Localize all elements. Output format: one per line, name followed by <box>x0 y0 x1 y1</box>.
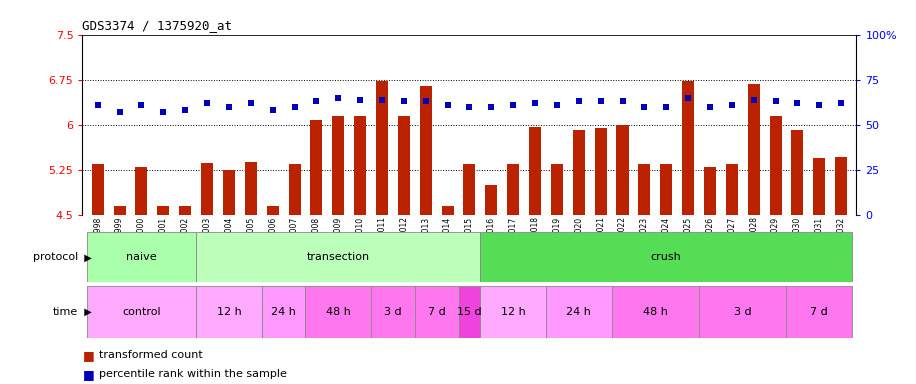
Text: GDS3374 / 1375920_at: GDS3374 / 1375920_at <box>82 19 233 32</box>
Bar <box>136 167 147 215</box>
Bar <box>594 128 606 215</box>
Bar <box>463 164 475 215</box>
Text: percentile rank within the sample: percentile rank within the sample <box>99 369 287 379</box>
Bar <box>158 206 169 215</box>
Text: 15 d: 15 d <box>457 307 482 317</box>
Text: 12 h: 12 h <box>501 307 526 317</box>
Bar <box>196 286 262 338</box>
Bar <box>371 286 415 338</box>
Bar <box>267 206 278 215</box>
Bar <box>180 206 191 215</box>
Bar <box>704 167 716 215</box>
Bar <box>201 163 213 215</box>
Bar <box>262 286 305 338</box>
Text: control: control <box>122 307 161 317</box>
Bar <box>638 164 650 215</box>
Text: naive: naive <box>126 252 157 262</box>
Bar <box>699 286 787 338</box>
Text: 7 d: 7 d <box>811 307 828 317</box>
Bar <box>87 286 196 338</box>
Text: ■: ■ <box>82 349 94 362</box>
Text: transformed count: transformed count <box>99 350 202 360</box>
Bar <box>442 206 453 215</box>
Bar <box>813 158 825 215</box>
Text: 48 h: 48 h <box>326 307 351 317</box>
Bar <box>507 164 519 215</box>
Bar <box>612 286 699 338</box>
Text: time: time <box>52 307 78 317</box>
Text: 7 d: 7 d <box>428 307 445 317</box>
Bar <box>725 164 738 215</box>
Bar <box>311 120 322 215</box>
Text: 24 h: 24 h <box>271 307 296 317</box>
Text: protocol: protocol <box>33 252 78 262</box>
Bar <box>245 162 256 215</box>
Bar <box>92 164 104 215</box>
Bar <box>114 206 125 215</box>
Bar <box>196 232 480 282</box>
Text: 3 d: 3 d <box>734 307 751 317</box>
Bar <box>480 286 546 338</box>
Bar <box>835 157 847 215</box>
Bar <box>529 127 541 215</box>
Bar <box>420 86 431 215</box>
Bar <box>682 81 694 215</box>
Bar <box>354 116 366 215</box>
Text: 48 h: 48 h <box>643 307 668 317</box>
Bar <box>415 286 459 338</box>
Text: 3 d: 3 d <box>384 307 402 317</box>
Text: 24 h: 24 h <box>566 307 591 317</box>
Bar <box>333 116 344 215</box>
Bar <box>616 125 628 215</box>
Bar <box>747 84 759 215</box>
Text: transection: transection <box>307 252 370 262</box>
Text: crush: crush <box>651 252 682 262</box>
Text: ■: ■ <box>82 368 94 381</box>
Bar <box>551 164 563 215</box>
Bar <box>376 81 388 215</box>
Text: ▶: ▶ <box>78 252 92 262</box>
Bar <box>546 286 612 338</box>
Bar <box>289 164 300 215</box>
Bar <box>791 130 803 215</box>
Text: ▶: ▶ <box>78 307 92 317</box>
Bar <box>572 130 584 215</box>
Bar <box>223 170 234 215</box>
Bar <box>459 286 480 338</box>
Bar <box>87 232 196 282</box>
Bar <box>305 286 371 338</box>
Bar <box>485 185 497 215</box>
Bar <box>660 164 672 215</box>
Bar <box>787 286 852 338</box>
Text: 12 h: 12 h <box>216 307 241 317</box>
Bar <box>769 116 781 215</box>
Bar <box>480 232 852 282</box>
Bar <box>398 116 409 215</box>
